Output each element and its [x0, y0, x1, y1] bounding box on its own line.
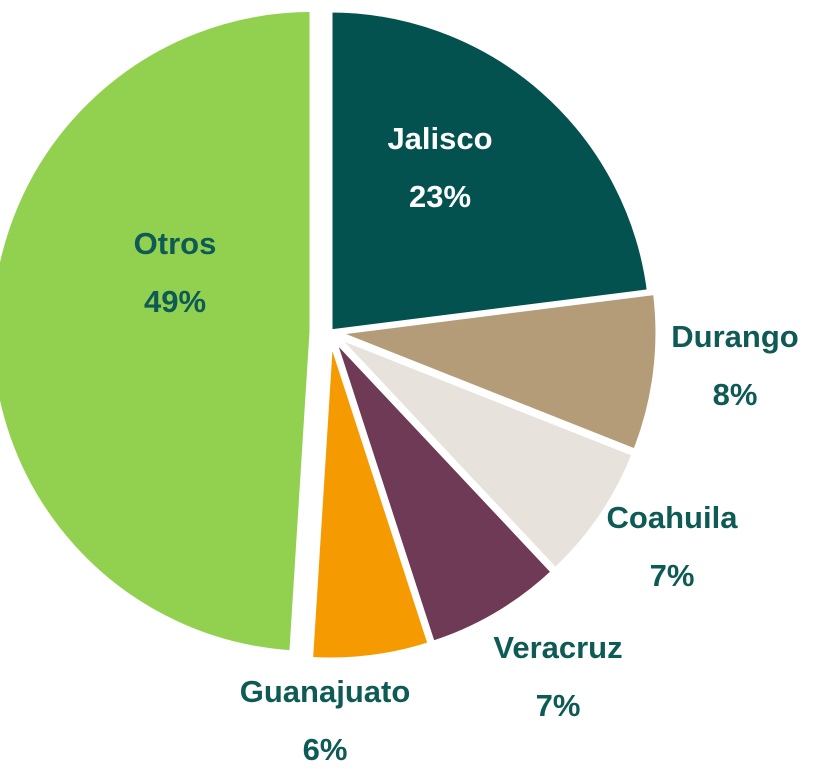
slice-label: Jalisco — [387, 121, 492, 156]
slice-value: 8% — [713, 377, 758, 412]
slice-label: Veracruz — [493, 630, 622, 665]
slice-value: 23% — [409, 179, 471, 214]
slice-value: 7% — [536, 688, 581, 723]
pie-slice — [332, 332, 637, 573]
pie-slice — [333, 289, 661, 454]
pie-slice — [330, 334, 556, 646]
slice-value: 6% — [303, 732, 348, 767]
slice-label: Coahuila — [607, 500, 739, 535]
slice-value: 49% — [144, 284, 206, 319]
pie-slice — [308, 335, 433, 663]
slice-value: 7% — [650, 558, 695, 593]
slice-label: Guanajuato — [240, 674, 411, 709]
pie-slice — [0, 6, 315, 656]
slice-label: Durango — [671, 319, 798, 354]
slice-label: Otros — [134, 226, 217, 261]
pie-slice — [327, 7, 652, 335]
